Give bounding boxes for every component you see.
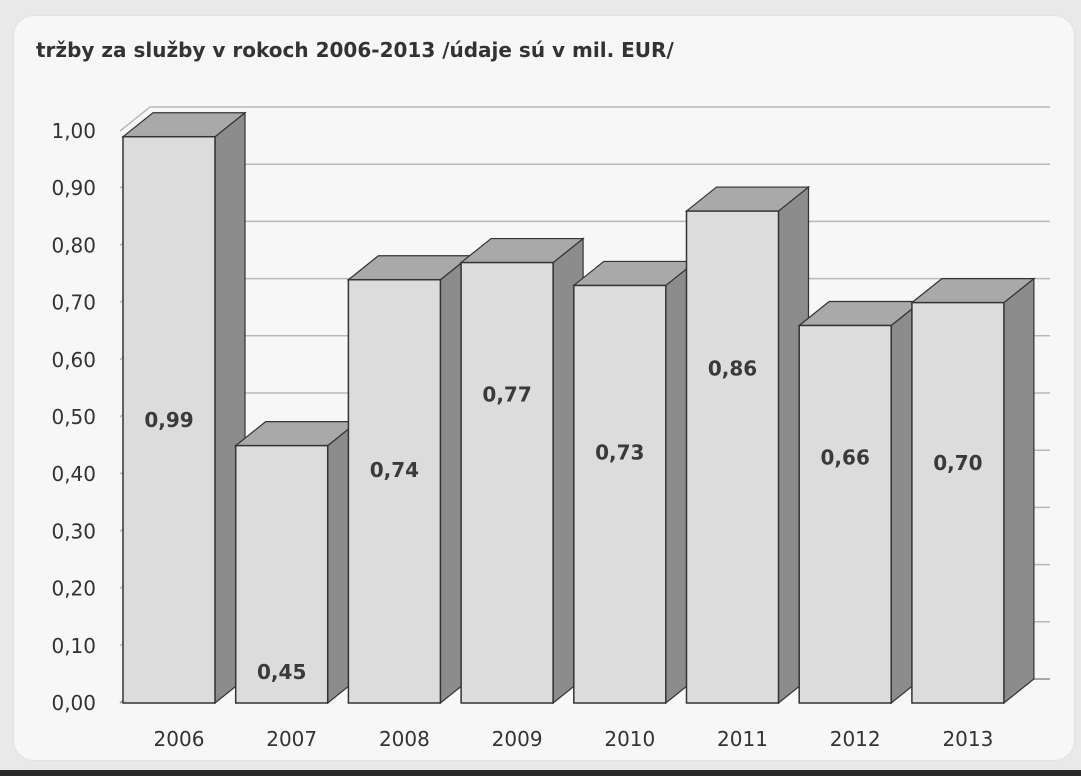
data-label: 0,99 bbox=[144, 408, 193, 432]
data-label: 0,45 bbox=[257, 660, 306, 684]
x-tick-label: 2012 bbox=[830, 727, 881, 751]
bar bbox=[347, 278, 442, 704]
x-tick-label: 2007 bbox=[266, 727, 317, 751]
y-tick-label: 0,40 bbox=[51, 462, 96, 486]
x-tick-label: 2010 bbox=[604, 727, 655, 751]
bar bbox=[798, 324, 892, 704]
bar bbox=[234, 444, 329, 704]
x-tick-label: 2011 bbox=[717, 727, 768, 751]
y-tick-label: 0,50 bbox=[51, 405, 96, 429]
bar bbox=[122, 135, 216, 704]
y-tick-label: 0,30 bbox=[51, 519, 96, 543]
gridline bbox=[119, 106, 1050, 132]
chart-title: tržby za služby v rokoch 2006-2013 /údaj… bbox=[36, 38, 674, 62]
bar-side bbox=[1003, 277, 1035, 705]
data-label: 0,66 bbox=[821, 446, 870, 470]
y-tick-label: 0,00 bbox=[51, 691, 96, 715]
gridline bbox=[119, 220, 1050, 246]
x-axis: 2006 2007 2008 2009 2010 2011 2012 2013 bbox=[154, 727, 994, 751]
page-bottom-edge bbox=[0, 770, 1081, 776]
y-tick-label: 0,20 bbox=[51, 577, 96, 601]
x-tick-label: 2013 bbox=[942, 727, 993, 751]
y-tick-label: 0,60 bbox=[51, 348, 96, 372]
bar bbox=[573, 284, 667, 704]
data-label: 0,70 bbox=[933, 451, 982, 475]
y-tick-label: 1,00 bbox=[51, 119, 96, 143]
y-tick-label: 0,10 bbox=[51, 634, 96, 658]
x-tick-label: 2009 bbox=[492, 727, 543, 751]
bar bbox=[685, 210, 780, 704]
y-axis: 0,00 0,10 0,20 0,30 0,40 0,50 0,60 0,70 0,80 0,90… bbox=[51, 119, 96, 715]
data-label: 0,77 bbox=[482, 383, 531, 407]
x-tick-label: 2006 bbox=[154, 727, 205, 751]
data-label: 0,73 bbox=[595, 440, 644, 464]
data-label: 0,74 bbox=[370, 458, 419, 482]
data-label: 0,86 bbox=[708, 356, 757, 380]
y-tick-label: 0,80 bbox=[51, 233, 96, 257]
bars: 0,99 0,45 0,74 0,77 0,73 0,86 0,66 0,70 bbox=[121, 111, 1036, 705]
y-tick-label: 0,90 bbox=[51, 176, 96, 200]
gridline bbox=[119, 163, 1050, 189]
x-tick-label: 2008 bbox=[379, 727, 430, 751]
y-tick-label: 0,70 bbox=[51, 291, 96, 315]
bar bbox=[911, 301, 1005, 704]
bar bbox=[460, 261, 554, 704]
